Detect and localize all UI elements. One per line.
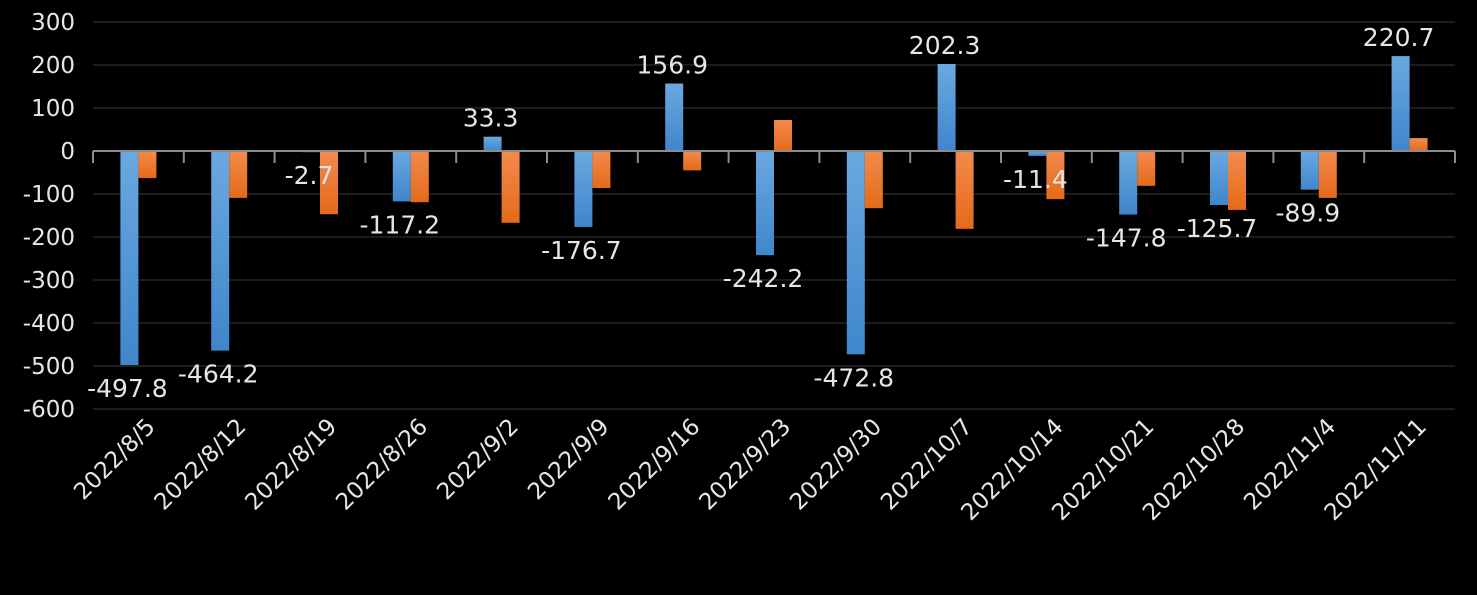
bar-series1 [483,136,502,151]
y-tick-label: 0 [60,139,75,165]
data-label: 220.7 [1363,23,1435,52]
data-label: -497.8 [87,374,168,403]
bar-series1 [120,151,139,366]
x-tick-label: 2022/9/30 [785,414,887,516]
bar-series2 [1409,138,1428,151]
bar-series1 [1391,56,1410,151]
data-label: -11.4 [1003,165,1068,194]
bar-series2 [1137,151,1156,186]
data-label: -125.7 [1177,214,1258,243]
bar-series2 [955,151,974,229]
bar-series2 [774,120,792,151]
data-label: -464.2 [178,360,259,389]
x-tick-label: 2022/8/12 [150,414,252,516]
bar-series1 [1300,151,1319,190]
bar-series1 [1210,151,1228,206]
x-tick-label: 2022/9/2 [432,414,523,505]
y-tick-label: 100 [31,96,75,122]
x-tick-label: 2022/9/9 [523,414,614,505]
bar-series1 [1028,151,1047,156]
data-label: -176.7 [541,236,622,265]
bar-series2 [138,151,157,179]
y-tick-label: -200 [23,225,75,251]
bar-series2 [410,151,429,203]
bar-series2 [1228,151,1246,210]
bar-series1 [1119,151,1138,215]
bar-series2 [1046,151,1065,200]
y-tick-label: -300 [23,268,75,294]
bar-series2 [501,151,520,223]
data-label: 156.9 [636,51,708,80]
y-tick-label: -100 [23,182,75,208]
bar-series1 [574,151,593,227]
bar-series1 [756,151,774,256]
y-tick-label: -500 [23,354,75,380]
data-label: 202.3 [909,31,981,60]
data-label: -147.8 [1086,224,1167,253]
x-tick-label: 2022/8/26 [331,414,433,516]
x-tick-label: 2022/9/23 [694,414,796,516]
x-tick-label: 2022/8/19 [240,414,342,516]
data-label: -472.8 [814,363,895,392]
bar-series1 [211,151,230,351]
y-tick-label: -600 [23,397,75,423]
bar-series1 [937,64,956,151]
y-tick-label: -400 [23,311,75,337]
bar-series1 [392,151,411,202]
data-label: -117.2 [360,210,441,239]
y-tick-label: 200 [31,53,75,79]
bar-series2 [592,151,611,188]
bar-series1 [665,83,684,151]
data-label: 33.3 [463,104,519,133]
bar-series2 [229,151,248,198]
bar-series2 [1318,151,1337,198]
bar-series2 [864,151,883,209]
x-tick-label: 2022/9/16 [604,414,706,516]
bar-series2 [320,151,338,215]
data-label: -242.2 [723,264,804,293]
bar-series2 [683,151,702,171]
x-tick-label: 2022/8/5 [69,414,160,505]
data-label: -89.9 [1275,199,1340,228]
data-label: -2.7 [285,161,334,190]
y-tick-label: 300 [31,10,75,36]
bar-series1 [846,151,865,355]
